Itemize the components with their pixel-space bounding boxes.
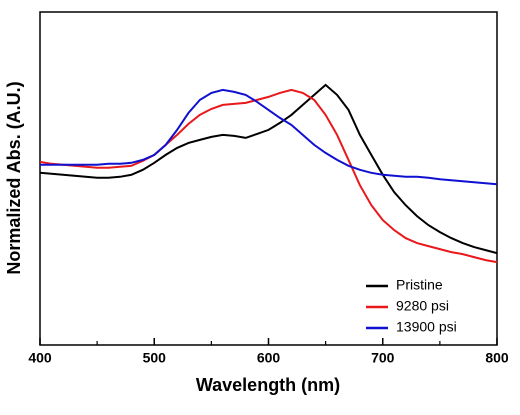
legend-label: 9280 psi (396, 298, 449, 314)
x-tick-label: 700 (371, 350, 395, 366)
data-line (39, 83, 498, 255)
x-tick-label: 600 (257, 350, 281, 366)
legend-label: Pristine (396, 277, 443, 293)
y-axis-label: Normalized Abs. (A.U.) (4, 81, 24, 274)
x-tick-label: 800 (485, 350, 509, 366)
data-line (40, 88, 498, 186)
legend-label: 13900 psi (396, 319, 457, 335)
x-tick-label: 400 (28, 350, 52, 366)
x-axis-label: Wavelength (nm) (196, 375, 340, 395)
x-tick-label: 500 (143, 350, 167, 366)
data-line (39, 88, 498, 264)
